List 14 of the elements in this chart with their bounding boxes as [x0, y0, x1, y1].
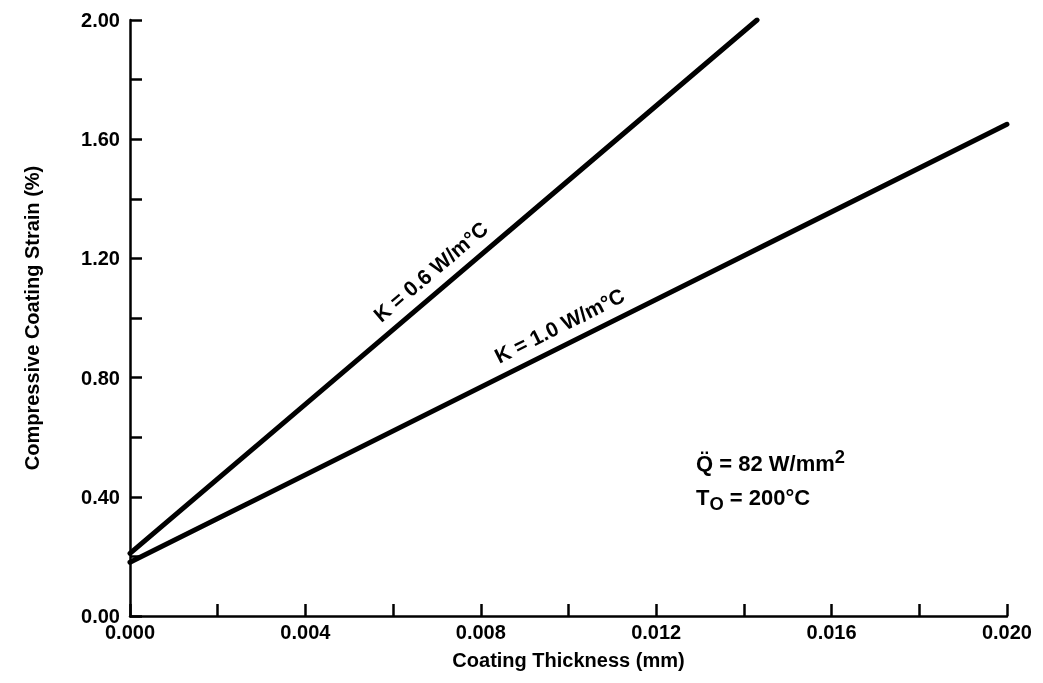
y-tick-label: 0.80 — [81, 366, 120, 389]
y-tick-label: 1.60 — [81, 128, 120, 151]
x-tick-label: 0.020 — [981, 621, 1033, 643]
y-tick-label: 2.00 — [81, 9, 120, 31]
annotation: Q̈ = 82 W/mm$^{2}$ — [696, 445, 845, 479]
annotation: T$_{O}$ = 200°C — [696, 484, 812, 517]
y-tick-label: 1.20 — [81, 247, 120, 270]
x-axis-title: Coating Thickness (mm) — [452, 649, 685, 671]
y-axis-title: Compressive Coating Strain (%) — [21, 165, 43, 471]
x-tick-label: 0.016 — [806, 621, 857, 643]
x-tick-label: 0.008 — [455, 621, 506, 643]
x-tick-label: 0.012 — [631, 621, 682, 643]
y-tick-label: 0.40 — [81, 485, 120, 508]
x-tick-label: 0.004 — [280, 621, 332, 643]
